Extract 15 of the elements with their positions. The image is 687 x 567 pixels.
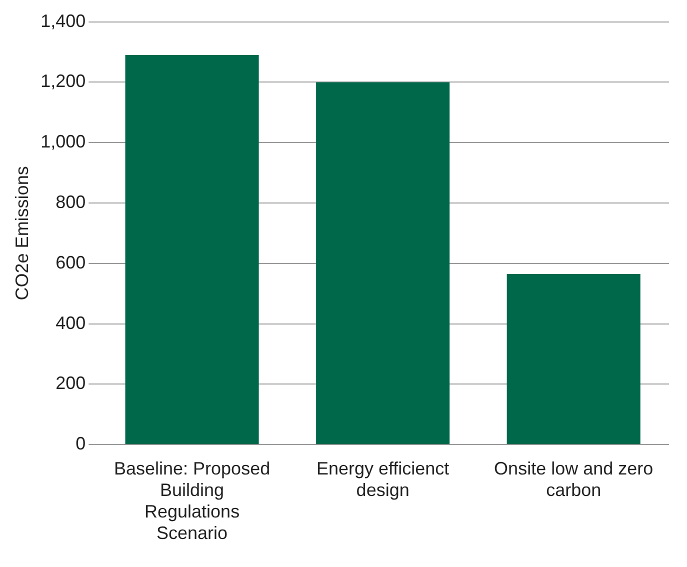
bar	[506, 274, 640, 444]
y-tick-label: 1,000	[40, 132, 86, 152]
y-tick-label: 1,200	[40, 71, 86, 92]
y-tick-label: 0	[76, 434, 86, 454]
y-tick-label: 600	[56, 252, 86, 272]
y-tick-label: 800	[56, 192, 86, 212]
y-tick-label: 1,400	[40, 10, 86, 31]
bar	[316, 82, 450, 444]
bar	[125, 55, 259, 444]
y-axis-title: CO2e Emissions	[12, 166, 32, 300]
x-tick-label: Energy efficienct design	[316, 458, 450, 500]
x-tick-label: Onsite low and zero carbon	[494, 458, 654, 500]
y-tick-label: 400	[56, 312, 86, 333]
y-tick-label: 200	[56, 373, 86, 394]
x-tick-label: Baseline: Proposed Building Regulations Scenario	[114, 458, 270, 544]
